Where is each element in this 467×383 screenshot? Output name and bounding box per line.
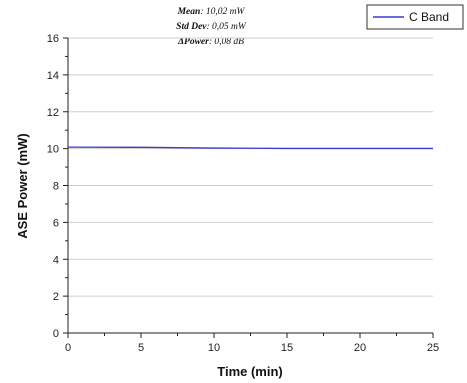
y-tick-label-16: 16 (47, 33, 59, 45)
y-tick-label-8: 8 (53, 181, 59, 193)
annotation-delta-power: ΔPower: 0,08 dB (177, 37, 244, 47)
y-tick-label-0: 0 (53, 328, 59, 340)
x-axis-title: Time (min) (217, 364, 283, 379)
legend-box (366, 4, 464, 30)
x-tick-label-5: 5 (138, 342, 144, 354)
annotation-delta-power-value: 0,08 dB (214, 37, 244, 47)
legend-label-c-band: C Band (409, 10, 449, 24)
annotation-delta-power-label: ΔPower (177, 37, 209, 47)
y-tick-label-10: 10 (47, 144, 59, 156)
y-tick-label-4: 4 (53, 254, 59, 266)
plot-area: 0 2 4 6 8 10 12 14 16 0 5 10 15 20 25 (47, 33, 439, 354)
annotation-mean: Mean: 10,02 mW (177, 7, 246, 17)
x-tick-label-0: 0 (65, 342, 71, 354)
legend: C Band (366, 4, 464, 30)
series-line-c-band (67, 146, 433, 150)
y-tick-label-14: 14 (47, 70, 59, 82)
annotation-std-dev-label: Std Dev (176, 22, 207, 32)
annotation-std-dev: Std Dev: 0,05 mW (176, 22, 247, 32)
x-tick-label-15: 15 (281, 342, 293, 354)
annotation-std-dev-value: 0,05 mW (212, 22, 247, 32)
x-tick-label-20: 20 (354, 342, 366, 354)
annotation-mean-label: Mean (177, 7, 201, 17)
y-tick-label-6: 6 (53, 217, 59, 229)
x-tick-label-10: 10 (208, 342, 220, 354)
y-axis-title: ASE Power (mW) (15, 133, 30, 238)
annotation-mean-value: 10,02 mW (206, 7, 246, 17)
x-tick-label-25: 25 (427, 342, 439, 354)
y-tick-label-12: 12 (47, 107, 59, 119)
y-tick-label-2: 2 (53, 291, 59, 303)
